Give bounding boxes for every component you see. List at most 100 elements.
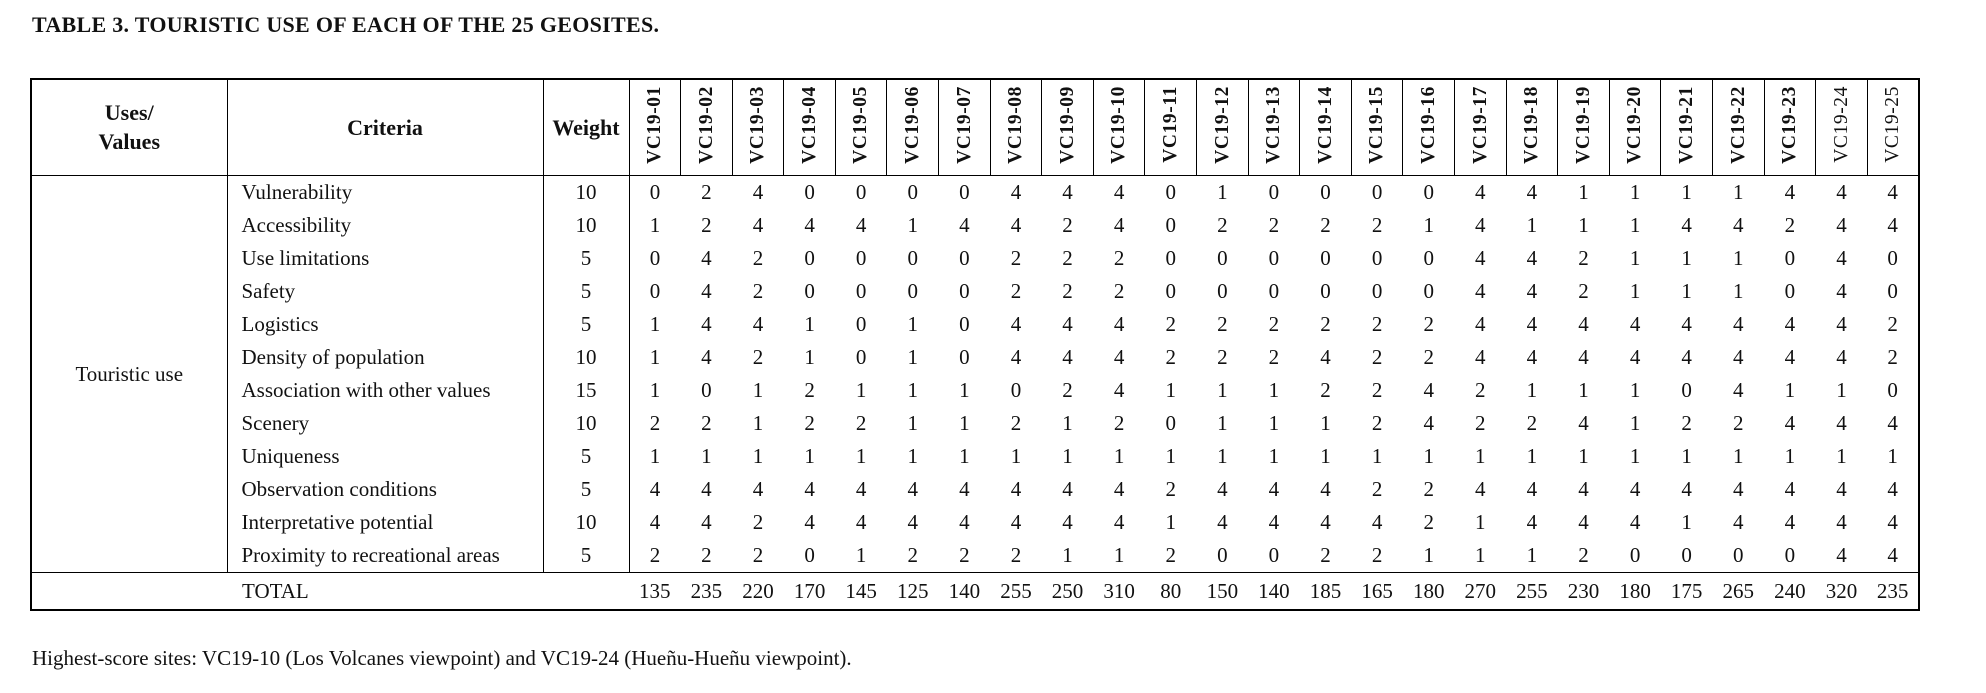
score-cell: 4 bbox=[1836, 345, 1847, 369]
score-cell: 2 bbox=[1217, 213, 1228, 237]
score-cell: 4 bbox=[1526, 477, 1538, 501]
score-cell: 2 bbox=[1010, 411, 1022, 435]
score-cell: 2 bbox=[1475, 378, 1486, 402]
score-cell: 0 bbox=[1887, 378, 1898, 402]
score-cell: 4 bbox=[1836, 312, 1847, 336]
score-cell: 1 bbox=[1526, 444, 1538, 468]
score-cell: 4 bbox=[1887, 411, 1898, 435]
score-cell: 2 bbox=[1784, 213, 1796, 237]
score-cell: 1 bbox=[855, 378, 867, 402]
site-code-label: VC19-08 bbox=[1005, 85, 1027, 164]
score-cell: 4 bbox=[959, 510, 970, 534]
score-cell: 4 bbox=[1784, 477, 1796, 501]
score-cell: 1 bbox=[1423, 543, 1434, 567]
score-cell: 1 bbox=[1475, 510, 1486, 534]
weight-cell: 5 bbox=[543, 539, 630, 573]
site-code-label: VC19-16 bbox=[1417, 85, 1439, 164]
score-cell: 1 bbox=[1113, 543, 1125, 567]
score-cell: 2 bbox=[1010, 246, 1022, 270]
score-cell: 4 bbox=[855, 510, 867, 534]
score-cell: 1 bbox=[1165, 378, 1176, 402]
criteria-row: Interpretative potential 10 4 4 2 4 4 4 4 4 4 4 1 4 4 4… bbox=[31, 506, 1919, 539]
score-cell: 1 bbox=[1165, 444, 1176, 468]
weight-cell: 5 bbox=[543, 242, 630, 275]
score-cell: 4 bbox=[1268, 477, 1280, 501]
score-cell: 1 bbox=[752, 444, 764, 468]
score-cell: 4 bbox=[1578, 312, 1589, 336]
score-cell: 1 bbox=[1784, 444, 1796, 468]
score-cell: 2 bbox=[1113, 246, 1125, 270]
score-cell: 0 bbox=[649, 279, 661, 303]
table-title: TABLE 3. TOURISTIC USE OF EACH OF THE 25… bbox=[32, 12, 660, 37]
score-cell: 4 bbox=[1887, 477, 1898, 501]
score-cell: 4 bbox=[1475, 279, 1486, 303]
score-cell: 4 bbox=[959, 477, 970, 501]
score-cell: 1 bbox=[1062, 411, 1073, 435]
score-cell: 2 bbox=[1165, 543, 1176, 567]
score-cell: 4 bbox=[1423, 411, 1434, 435]
weight-cell: 5 bbox=[543, 473, 630, 506]
score-cell: 4 bbox=[1475, 312, 1486, 336]
score-cell: 1 bbox=[1113, 444, 1125, 468]
score-cell: 1 bbox=[1681, 444, 1692, 468]
score-cell: 1 bbox=[959, 444, 970, 468]
score-cell: 0 bbox=[804, 543, 815, 567]
score-cell: 4 bbox=[1887, 213, 1898, 237]
total-score-cell: 125 bbox=[886, 572, 939, 610]
score-cell: 4 bbox=[1268, 510, 1280, 534]
site-code-label: VC19-23 bbox=[1779, 85, 1801, 164]
score-cell: 2 bbox=[1062, 378, 1073, 402]
score-cell: 4 bbox=[752, 477, 764, 501]
score-cell: 2 bbox=[1526, 411, 1538, 435]
weight-cell: 10 bbox=[543, 506, 630, 539]
criteria-cell: Use limitations bbox=[227, 242, 544, 275]
score-cell: 2 bbox=[1217, 312, 1228, 336]
score-cell: 2 bbox=[1062, 279, 1073, 303]
score-cell: 4 bbox=[1320, 345, 1331, 369]
score-cell: 2 bbox=[1268, 345, 1280, 369]
score-cell: 4 bbox=[752, 312, 764, 336]
score-cell: 0 bbox=[804, 246, 815, 270]
total-score-cell: 310 bbox=[1093, 572, 1145, 610]
score-cell: 4 bbox=[701, 279, 712, 303]
score-cell: 0 bbox=[907, 279, 919, 303]
score-cell: 4 bbox=[1784, 510, 1796, 534]
score-cell: 4 bbox=[1836, 246, 1847, 270]
score-cell: 4 bbox=[1217, 477, 1228, 501]
uses-values-header: Uses/ Values bbox=[30, 78, 228, 176]
criteria-cell: Observation conditions bbox=[227, 473, 544, 506]
score-cell: 1 bbox=[1320, 411, 1331, 435]
total-score-cell: 180 bbox=[1609, 572, 1661, 610]
total-score-cell: 255 bbox=[990, 572, 1042, 610]
score-cell: 0 bbox=[1371, 279, 1383, 303]
score-cell: 1 bbox=[1578, 378, 1589, 402]
total-score-cell: 235 bbox=[1867, 572, 1919, 610]
score-cell: 1 bbox=[907, 213, 919, 237]
weight-cell: 10 bbox=[543, 209, 630, 242]
total-score-cell: 230 bbox=[1557, 572, 1610, 610]
score-cell: 2 bbox=[959, 543, 970, 567]
score-cell: 4 bbox=[1113, 510, 1125, 534]
score-cell: 4 bbox=[1784, 411, 1796, 435]
geosites-table: Uses/ Values Criteria Weight VC19-01 VC19-02… bbox=[30, 78, 1920, 611]
score-cell: 1 bbox=[1578, 444, 1589, 468]
site-code-label: VC19-15 bbox=[1366, 85, 1388, 164]
score-cell: 0 bbox=[1784, 543, 1796, 567]
score-cell: 0 bbox=[1268, 246, 1280, 270]
score-cell: 2 bbox=[701, 180, 712, 204]
score-cell: 0 bbox=[1320, 279, 1331, 303]
score-cell: 4 bbox=[1320, 477, 1331, 501]
score-cell: 4 bbox=[1681, 213, 1692, 237]
weight-cell: 5 bbox=[543, 308, 630, 341]
score-cell: 1 bbox=[1681, 246, 1692, 270]
score-cell: 4 bbox=[752, 213, 764, 237]
total-score-cell: 170 bbox=[783, 572, 836, 610]
score-cell: 4 bbox=[752, 180, 764, 204]
site-column-header: VC19-25 bbox=[1866, 78, 1920, 176]
header-row: Uses/ Values Criteria Weight VC19-01 VC19-02… bbox=[30, 78, 1920, 176]
score-cell: 4 bbox=[1062, 180, 1073, 204]
site-column-header: VC19-22 bbox=[1711, 78, 1765, 176]
score-cell: 0 bbox=[907, 246, 919, 270]
score-cell: 2 bbox=[1165, 312, 1176, 336]
score-cell: 4 bbox=[1371, 510, 1383, 534]
